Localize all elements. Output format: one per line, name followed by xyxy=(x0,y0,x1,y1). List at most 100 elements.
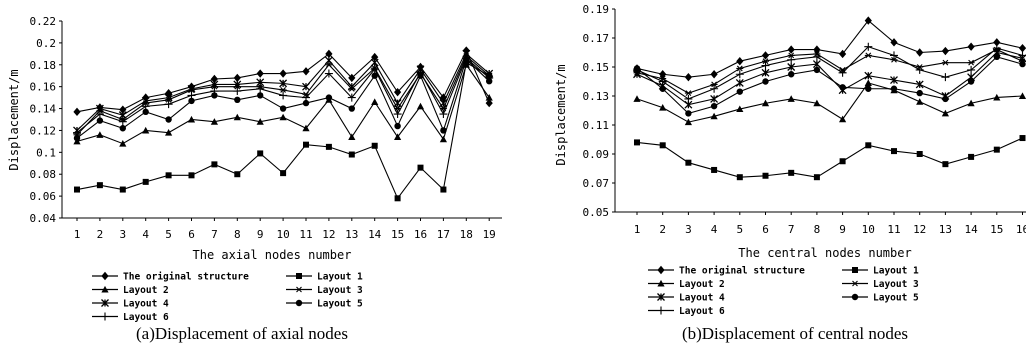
legend-label: Layout 5 xyxy=(873,293,919,304)
legend-swatch-marker xyxy=(851,280,859,287)
data-point xyxy=(73,107,81,117)
data-point xyxy=(257,150,264,157)
data-point xyxy=(73,134,81,142)
legend-label: Layout 2 xyxy=(123,285,169,296)
y-axis-label: Displacement/m xyxy=(554,64,568,165)
data-point xyxy=(119,105,127,114)
data-point xyxy=(417,164,424,171)
legend-label: Layout 6 xyxy=(679,306,725,317)
data-point xyxy=(890,38,898,47)
data-point xyxy=(348,105,355,112)
data-point xyxy=(787,95,795,102)
data-point xyxy=(684,94,693,103)
data-point xyxy=(633,65,641,74)
data-point xyxy=(915,65,924,74)
x-tick-label: 2 xyxy=(659,223,666,236)
chart-axial-nodes: Displacement/m The axial nodes number Th… xyxy=(7,15,502,343)
data-point xyxy=(684,118,692,126)
series-layout-2 xyxy=(633,79,1026,126)
data-point xyxy=(348,73,356,83)
data-point xyxy=(187,115,196,123)
data-point xyxy=(942,95,949,103)
x-tick-label: 2 xyxy=(97,228,104,241)
data-point xyxy=(96,182,103,189)
data-point xyxy=(233,87,242,96)
legend-swatch-marker xyxy=(101,299,109,307)
data-point xyxy=(302,93,310,102)
data-point xyxy=(993,93,1001,101)
y-tick-label: 0.14 xyxy=(30,103,57,116)
data-point xyxy=(302,124,310,132)
data-point xyxy=(233,113,241,121)
data-point xyxy=(234,171,241,178)
x-tick-label: 7 xyxy=(788,223,795,236)
data-point xyxy=(233,73,241,83)
data-point xyxy=(710,70,718,79)
legend-item-layout-4: Layout 4 xyxy=(648,293,725,304)
data-point xyxy=(280,170,287,177)
data-point xyxy=(813,174,820,181)
legend-item-the-original-structure: The original structure xyxy=(648,266,805,277)
data-point xyxy=(485,94,493,101)
y-axis-label: Displacement/m xyxy=(7,69,21,170)
data-point xyxy=(941,46,949,56)
legend-swatch-marker xyxy=(101,312,109,321)
data-point xyxy=(348,133,356,141)
data-point xyxy=(325,49,333,59)
data-point xyxy=(787,52,795,59)
data-point xyxy=(142,126,150,134)
data-point xyxy=(234,96,241,104)
data-point xyxy=(416,102,425,110)
data-point xyxy=(1019,135,1026,142)
data-point xyxy=(1018,92,1026,99)
data-point xyxy=(187,84,196,93)
series-layout-2 xyxy=(73,61,493,147)
legend-label: Layout 3 xyxy=(317,285,363,296)
data-point xyxy=(915,80,924,89)
data-point xyxy=(210,87,219,96)
data-point xyxy=(279,87,287,93)
data-point xyxy=(347,82,356,91)
data-point xyxy=(659,70,667,79)
data-point xyxy=(256,84,265,93)
data-point xyxy=(348,151,355,158)
data-point xyxy=(864,42,873,51)
x-tick-label: 18 xyxy=(460,228,473,241)
data-point xyxy=(324,56,333,65)
data-point xyxy=(941,73,950,82)
data-point xyxy=(440,186,447,193)
data-point xyxy=(188,172,195,179)
x-tick-label: 15 xyxy=(990,223,1003,236)
x-tick-label: 17 xyxy=(437,228,450,241)
data-point xyxy=(993,38,1001,47)
data-point xyxy=(761,61,770,70)
y-tick-label: 0.13 xyxy=(583,90,610,103)
data-point xyxy=(710,84,719,93)
data-point xyxy=(439,110,448,119)
data-point xyxy=(710,81,718,88)
data-point xyxy=(210,80,219,89)
legend-swatch-marker xyxy=(657,265,665,275)
x-tick-label: 16 xyxy=(1016,223,1026,236)
data-point xyxy=(440,127,447,134)
legend-label: Layout 4 xyxy=(679,293,725,304)
data-point xyxy=(371,72,378,79)
data-point xyxy=(233,80,242,89)
series-line xyxy=(636,82,1023,123)
y-tick-label: 0.05 xyxy=(583,206,610,219)
data-point xyxy=(659,85,666,92)
data-point xyxy=(188,97,195,105)
x-tick-label: 6 xyxy=(762,223,769,236)
legend-item-layout-1: Layout 1 xyxy=(842,266,919,277)
x-tick-label: 9 xyxy=(839,223,846,236)
data-point xyxy=(370,65,379,74)
data-point xyxy=(788,169,795,176)
x-tick-label: 14 xyxy=(368,228,382,241)
legend-item-layout-1: Layout 1 xyxy=(286,272,363,283)
data-point xyxy=(325,143,332,150)
data-point xyxy=(812,60,821,69)
legend-item-layout-5: Layout 5 xyxy=(286,299,363,310)
data-point xyxy=(993,146,1000,153)
data-point xyxy=(659,104,667,111)
series-line xyxy=(636,137,1023,178)
